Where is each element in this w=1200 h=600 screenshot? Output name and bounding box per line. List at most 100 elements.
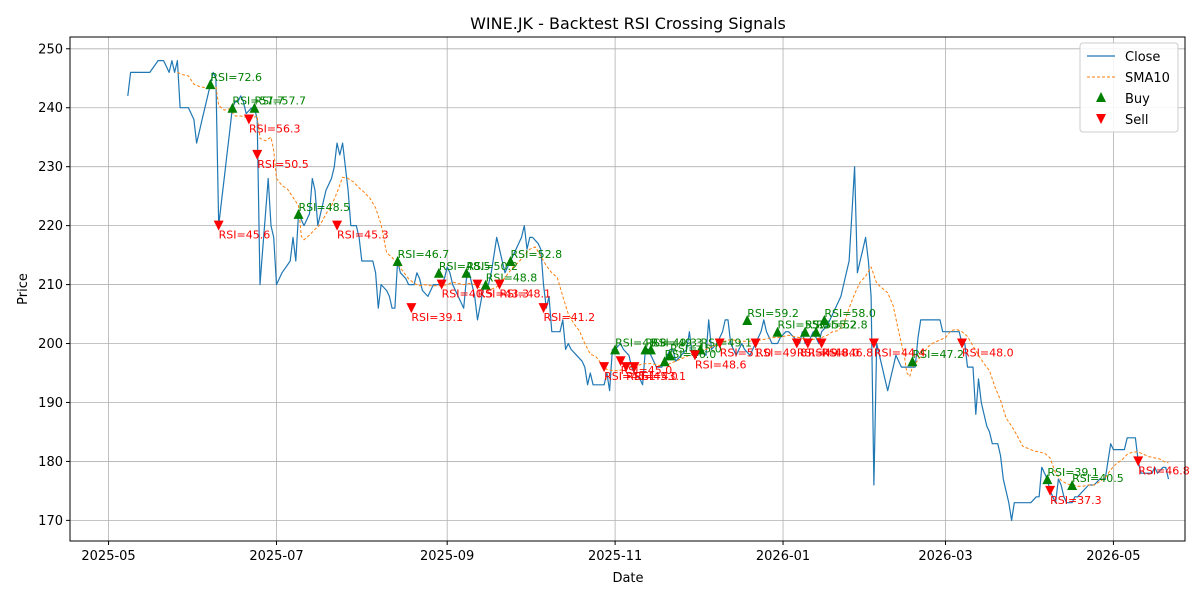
buy-marker (742, 314, 753, 325)
buy-marker (665, 350, 676, 361)
legend-close-label: Close (1125, 50, 1160, 65)
buy-marker (1067, 480, 1078, 490)
buy-marker (659, 356, 670, 367)
buy-marker (480, 279, 491, 290)
buy-annotation: RSI=52.8 (510, 248, 562, 261)
sell-annotation: RSI=49.8 (756, 347, 808, 360)
series-line-sma10 (177, 71, 1169, 487)
buy-annotation: RSI=48.5 (439, 260, 491, 273)
sell-marker (714, 338, 725, 349)
x-tick-label: 2025-05 (81, 549, 135, 564)
sell-annotation: RSI=39.1 (411, 311, 463, 324)
buy-annotation: RSI=59.2 (747, 307, 799, 320)
legend: Close SMA10 Buy Sell (1079, 42, 1179, 133)
y-tick-label: 200 (38, 337, 63, 352)
buy-annotation: RSI=50.2 (466, 260, 518, 273)
sell-marker (629, 362, 640, 373)
sell-marker (599, 362, 610, 373)
y-tick-label: 230 (38, 160, 63, 175)
buy-annotation: RSI=55.2 (805, 319, 857, 332)
buy-annotation: RSI=39.1 (1047, 466, 1099, 479)
buy-annotation: RSI=57.7 (254, 95, 306, 108)
buy-marker (811, 326, 822, 337)
sell-marker (332, 220, 343, 231)
buy-annotation: RSI=45.0 (670, 342, 722, 355)
buy-marker (1042, 474, 1053, 485)
buy-marker (433, 267, 444, 278)
sell-annotation: RSI=45.0 (626, 370, 678, 383)
buy-marker (249, 102, 260, 113)
x-tick-label: 2026-03 (918, 549, 972, 564)
x-tick-label: 2025-09 (420, 549, 474, 564)
sell-annotation: RSI=44.4 (874, 347, 926, 360)
x-axis: 2025-05 2025-07 2025-09 2025-11 2026-01 2026-… (81, 541, 1141, 564)
buy-marker (610, 344, 621, 355)
buy-marker (205, 79, 216, 90)
sell-marker (1133, 456, 1144, 467)
y-tick-label: 180 (38, 455, 63, 470)
buy-annotation: RSI=47.2 (912, 348, 964, 361)
sell-annotation: RSI=43.3 (477, 288, 529, 301)
sell-marker (802, 338, 813, 349)
buy-annotation: RSI=72.6 (210, 71, 262, 84)
sell-annotation: RSI=49.8 (797, 347, 849, 360)
x-axis-label: Date (612, 571, 643, 586)
buy-annotation: RSI=49.3 (651, 336, 703, 349)
sell-marker (689, 350, 700, 361)
y-axis: 170 180 190 200 210 220 230 240 250 (38, 42, 70, 529)
legend-buy-label: Buy (1125, 92, 1150, 107)
buy-marker (907, 356, 918, 367)
buy-annotation: RSI=40.5 (1072, 472, 1124, 485)
y-tick-label: 220 (38, 219, 63, 234)
buy-annotation: RSI=58.0 (824, 307, 876, 320)
sell-marker (243, 114, 254, 125)
buy-annotation: RSI=46.7 (398, 248, 450, 261)
sell-annotation: RSI=45.1 (604, 370, 656, 383)
buy-annotation: RSI=48.5 (299, 201, 351, 214)
sell-annotation: RSI=48.0 (808, 347, 860, 360)
buy-marker (772, 326, 783, 337)
plot-frame (69, 36, 1186, 542)
sell-annotation: RSI=56.3 (249, 123, 301, 136)
sell-marker (472, 279, 483, 290)
sell-annotation: RSI=51.0 (720, 347, 772, 360)
grid (70, 37, 1185, 541)
legend-sell-label: Sell (1125, 113, 1148, 128)
sell-marker (1045, 485, 1056, 496)
buy-annotation: RSI=48.3 (615, 336, 667, 349)
series-layer (127, 60, 1170, 521)
sell-annotation: RSI=40.5 (442, 288, 494, 301)
buy-marker (645, 344, 656, 355)
sell-marker (816, 338, 827, 349)
legend-sma-label: SMA10 (1125, 71, 1170, 86)
buy-annotation: RSI=49.3 (645, 336, 697, 349)
series-line-close (127, 60, 1170, 521)
buy-marker (227, 102, 238, 113)
sell-annotation: RSI=46.8 (822, 347, 874, 360)
buy-marker (800, 326, 811, 337)
sell-annotation: RSI=50.5 (257, 158, 309, 171)
y-axis-label: Price (16, 273, 31, 305)
y-tick-label: 170 (38, 514, 63, 529)
buy-marker (392, 256, 403, 266)
buy-annotation: RSI=57.7 (232, 95, 284, 108)
sell-marker (252, 149, 263, 160)
legend-buy-marker (1096, 92, 1106, 102)
buy-annotation: RSI=49.1 (700, 336, 752, 349)
sell-marker (957, 338, 967, 349)
y-tick-label: 240 (38, 101, 63, 116)
legend-box (1079, 42, 1179, 133)
sell-marker (436, 279, 447, 290)
sell-annotation: RSI=48.1 (499, 288, 551, 301)
buy-marker (293, 208, 304, 219)
x-tick-label: 2025-07 (249, 549, 303, 564)
buy-marker (505, 256, 516, 266)
x-tick-label: 2025-11 (588, 549, 642, 564)
sell-marker (868, 338, 879, 349)
sell-annotation: RSI=48.6 (695, 358, 747, 371)
sell-annotation: RSI=46.8 (1138, 464, 1190, 477)
buy-marker (819, 314, 830, 325)
sell-annotation: RSI=45.6 (219, 229, 271, 242)
sell-marker (750, 338, 761, 349)
